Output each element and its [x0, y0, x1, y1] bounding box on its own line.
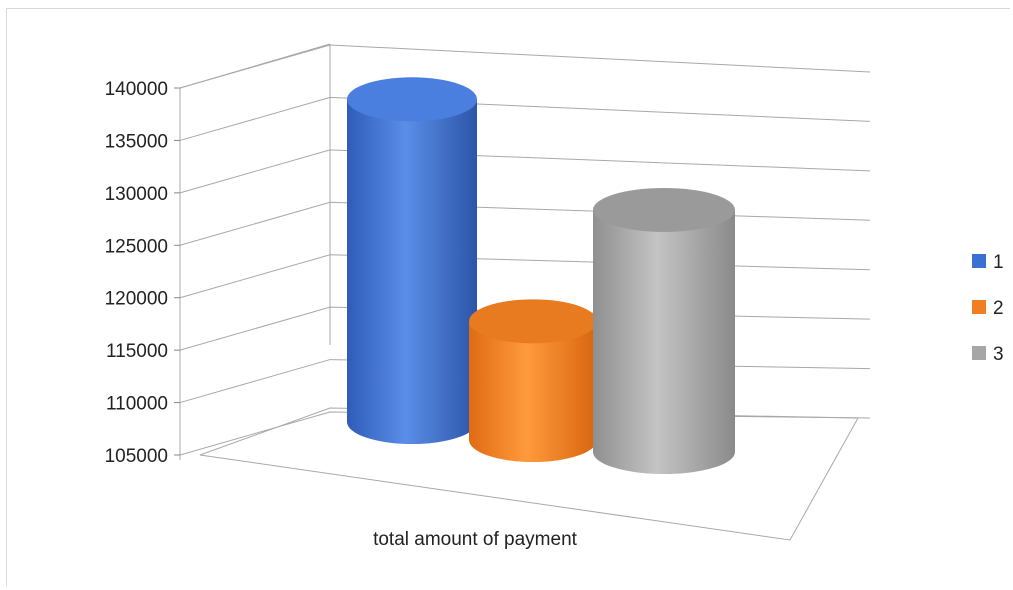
y-tick-label: 110000 [106, 394, 168, 415]
cylinder-top [593, 187, 735, 232]
cylinder-top [347, 77, 477, 122]
cylinder-top [469, 299, 597, 344]
y-tick-label: 105000 [105, 446, 168, 467]
y-axis: 105000 110000 115000 120000 125000 130000 1350… [105, 79, 180, 467]
y-tick-label: 130000 [105, 184, 168, 205]
legend-swatch [972, 254, 986, 268]
gridline [179, 149, 871, 194]
cylinder-body [347, 99, 477, 444]
legend-swatch [972, 300, 986, 314]
bar-series-1 [347, 77, 477, 444]
gridline [179, 201, 871, 246]
y-tick-label: 115000 [106, 341, 168, 362]
cylinder-body [469, 321, 597, 462]
y-tick-label: 140000 [105, 79, 168, 100]
legend-label: 3 [993, 344, 1004, 365]
y-tick-label: 135000 [105, 131, 168, 152]
x-axis-label: total amount of payment [373, 529, 578, 550]
chart-frame [6, 8, 1010, 586]
legend-label: 2 [993, 298, 1004, 319]
legend-swatch [972, 346, 986, 360]
gridline [179, 254, 871, 299]
legend: 1 2 3 [972, 252, 1004, 365]
gridline [179, 96, 871, 141]
gridline [179, 44, 871, 89]
cylinder-body [593, 209, 735, 475]
y-tick-label: 125000 [105, 236, 168, 257]
bar-series-2 [469, 299, 597, 462]
bar-series-3 [593, 187, 735, 475]
legend-label: 1 [993, 252, 1004, 273]
bars [347, 77, 735, 475]
plot-walls [179, 43, 859, 541]
y-tick-label: 120000 [105, 289, 168, 310]
